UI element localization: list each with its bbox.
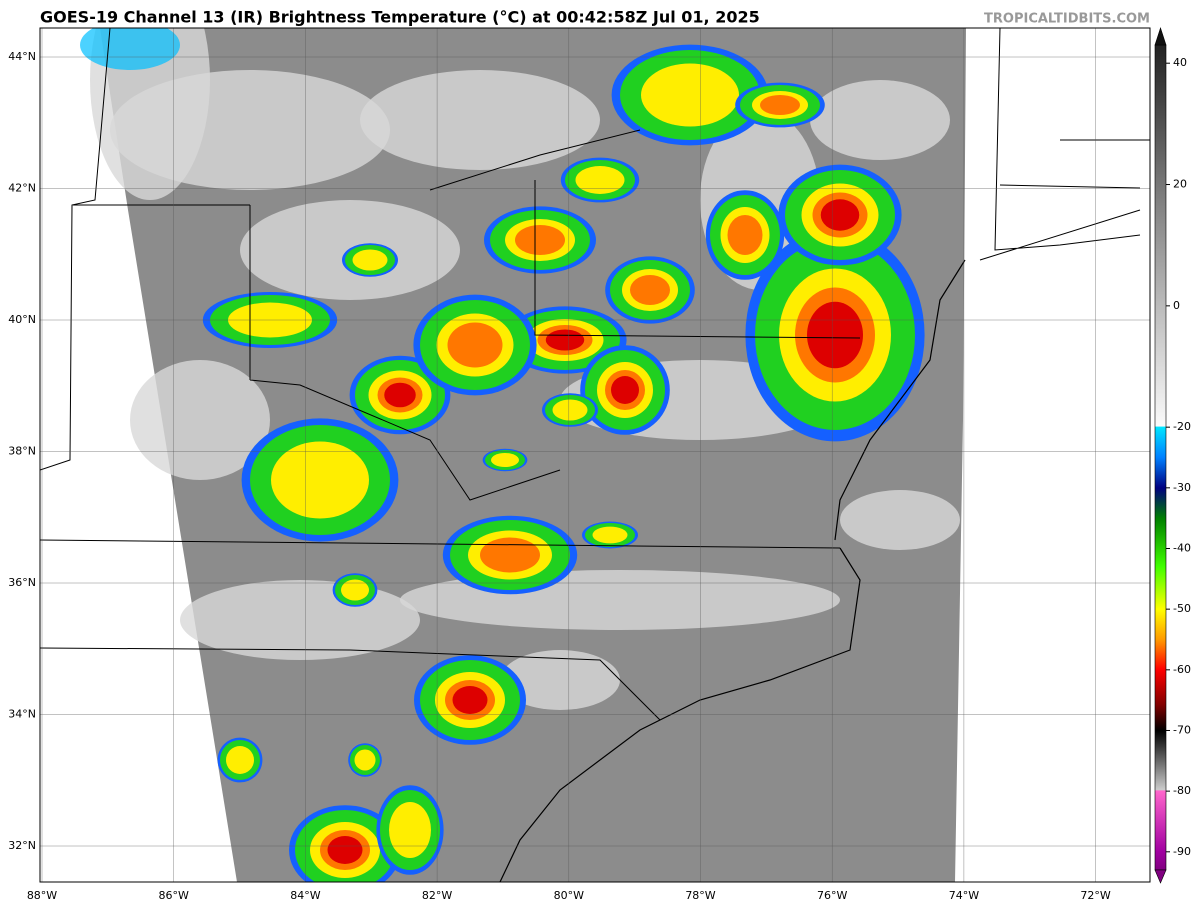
colorbar-tick-label: -30 xyxy=(1173,481,1191,494)
storm-cell xyxy=(727,215,763,255)
lon-label: 84°W xyxy=(290,889,320,902)
lon-label: 78°W xyxy=(685,889,715,902)
title: GOES-19 Channel 13 (IR) Brightness Tempe… xyxy=(40,8,760,27)
map xyxy=(40,28,1150,882)
cloud xyxy=(90,28,210,200)
lat-label: 34°N xyxy=(8,708,36,721)
storm-cell xyxy=(271,441,369,519)
colorbar-tick-label: -70 xyxy=(1173,723,1191,736)
storm-cell xyxy=(575,166,625,194)
storm-cell xyxy=(630,275,670,305)
storm-cell xyxy=(552,399,588,421)
storm-cell xyxy=(327,836,363,864)
storm-cells xyxy=(202,44,925,882)
storm-cell xyxy=(226,746,254,774)
storm-cell xyxy=(807,301,863,369)
storm-cell xyxy=(545,329,585,351)
storm-cell xyxy=(354,749,376,771)
storm-cell xyxy=(515,225,565,255)
colorbar-tick-label: -80 xyxy=(1173,784,1191,797)
lat-label: 40°N xyxy=(8,313,36,326)
storm-cell xyxy=(611,376,639,404)
storm-cell xyxy=(389,802,431,858)
lat-label: 36°N xyxy=(8,576,36,589)
storm-cell xyxy=(491,453,519,467)
colorbar-tick-label: -60 xyxy=(1173,663,1191,676)
borders xyxy=(40,28,1150,882)
cloud xyxy=(360,70,600,170)
storm-cell xyxy=(592,526,628,544)
lat-label: 44°N xyxy=(8,50,36,63)
colorbar-extend-bottom xyxy=(1154,869,1167,884)
cloud xyxy=(130,360,270,480)
storm-cell xyxy=(352,249,388,271)
storm-cell xyxy=(384,382,416,408)
lat-label: 32°N xyxy=(8,839,36,852)
colorbar-tick-label: 40 xyxy=(1173,56,1187,69)
storm-cell xyxy=(480,537,540,573)
colorbar-tick-label: 20 xyxy=(1173,178,1187,191)
cloud xyxy=(180,580,420,660)
storm-cell xyxy=(641,63,739,127)
map-frame xyxy=(39,27,1151,883)
storm-cell xyxy=(341,579,369,601)
storm-cell xyxy=(760,95,800,115)
colorbar-tick-label: -20 xyxy=(1173,420,1191,433)
storm-cell xyxy=(447,322,503,368)
credit: TROPICALTIDBITS.COM xyxy=(984,12,1150,27)
lat-label: 38°N xyxy=(8,445,36,458)
lat-label: 42°N xyxy=(8,182,36,195)
lon-label: 74°W xyxy=(949,889,979,902)
storm-cell xyxy=(452,686,488,714)
colorbar-tick-label: -40 xyxy=(1173,541,1191,554)
colorbar-tick-label: -90 xyxy=(1173,845,1191,858)
lon-label: 76°W xyxy=(817,889,847,902)
lon-label: 88°W xyxy=(27,889,57,902)
colorbar-tick-label: -50 xyxy=(1173,602,1191,615)
lon-label: 80°W xyxy=(554,889,584,902)
colorbar-body xyxy=(1154,44,1167,871)
lon-label: 72°W xyxy=(1080,889,1110,902)
colorbar-tick-label: 0 xyxy=(1173,299,1180,312)
cold-cloud xyxy=(80,28,180,70)
cloud xyxy=(840,490,960,550)
graticule xyxy=(40,28,1150,882)
storm-cell xyxy=(820,199,860,231)
lon-label: 86°W xyxy=(159,889,189,902)
cloud xyxy=(810,80,950,160)
lon-label: 82°W xyxy=(422,889,452,902)
colorbar-extend-top xyxy=(1154,27,1167,46)
colorbar: 40 20 0 -20 -30 -40 -50 -60 -70 -80 -90 xyxy=(1154,27,1191,884)
cloud xyxy=(500,650,620,710)
